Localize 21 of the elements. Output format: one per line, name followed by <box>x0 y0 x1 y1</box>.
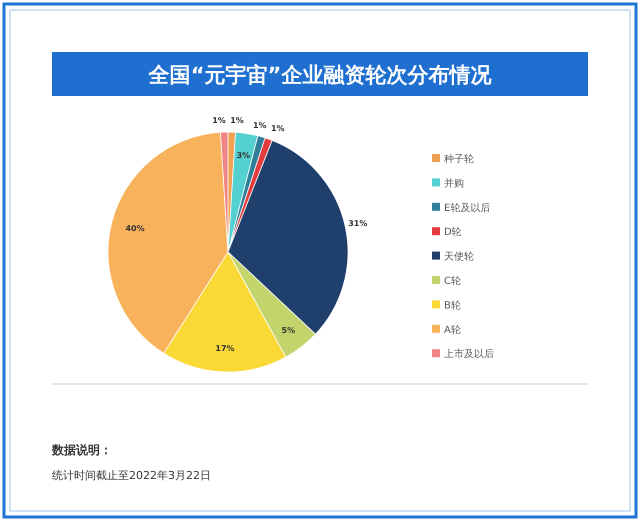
legend-label: 种子轮 <box>444 153 474 165</box>
text: 数据说明： <box>51 443 112 457</box>
data-label: 1% <box>230 116 244 126</box>
legend-label: E轮及以后 <box>444 202 490 214</box>
data-label: 40% <box>125 224 145 234</box>
legend-label: 天使轮 <box>444 250 474 263</box>
legend-label: D轮 <box>444 226 462 238</box>
data-label: 17% <box>215 344 235 353</box>
legend-label: 上市及以后 <box>444 348 494 360</box>
data-label: 31% <box>348 218 368 228</box>
data-label: 1% <box>252 121 267 130</box>
data-label: 3% <box>236 150 250 160</box>
legend-label: A轮 <box>444 324 461 336</box>
data-label: 1% <box>270 124 285 133</box>
chart-title: 全国“元宇宙”企业融资轮次分布情况 <box>148 63 492 87</box>
legend-label: 并购 <box>444 177 464 190</box>
legend-label: B轮 <box>444 299 461 312</box>
text: 统计时间截止至2022年3月22日 <box>52 469 211 482</box>
legend-label: C轮 <box>444 275 461 287</box>
data-label: 1% <box>212 116 226 126</box>
data-label: 5% <box>282 326 296 335</box>
